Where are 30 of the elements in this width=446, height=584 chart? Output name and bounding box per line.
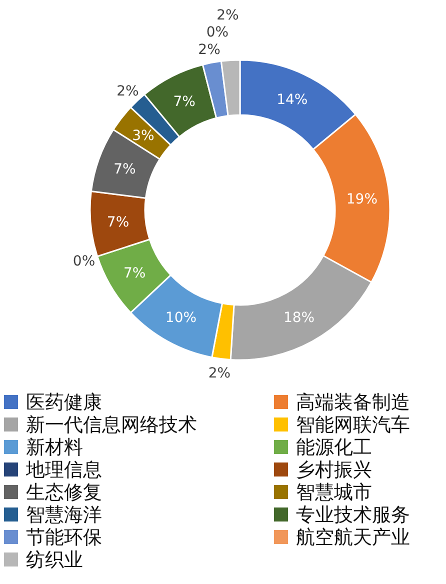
legend-label: 高端装备制造	[296, 392, 410, 414]
legend-label: 航空航天产业	[296, 526, 410, 549]
legend-label: 能源化工	[296, 436, 372, 459]
legend-label: 医药健康	[26, 392, 102, 414]
legend-label: 智能网联汽车	[296, 414, 410, 436]
legend-label: 地理信息	[25, 459, 102, 482]
data-label: 18%	[283, 310, 315, 326]
text: 0%	[206, 24, 229, 40]
data-label: 19%	[346, 191, 378, 208]
legend-label: 新一代信息网络技术	[26, 414, 197, 436]
data-label: 14%	[276, 92, 308, 108]
data-label: 2%	[116, 83, 139, 100]
legend-label: 节能环保	[26, 526, 102, 549]
data-label: 3%	[132, 128, 154, 144]
legend-label: 新材料	[26, 436, 83, 459]
legend-label: 纺织业	[26, 549, 83, 572]
legend-label: 乡村振兴	[296, 459, 372, 482]
data-label: 10%	[165, 310, 197, 326]
legend-label: 生态修复	[26, 482, 102, 504]
data-label: 7%	[123, 265, 146, 282]
legend-label: 专业技术服务	[296, 504, 410, 526]
legend-label: 智慧海洋	[26, 504, 102, 526]
data-label: 7%	[114, 161, 136, 178]
text: 0%	[72, 254, 96, 270]
data-label: 7%	[106, 214, 130, 230]
data-label: 2%	[208, 366, 231, 382]
data-label: 2%	[216, 7, 239, 24]
data-label: 2%	[198, 42, 220, 58]
legend-label: 智慧城市	[296, 482, 372, 504]
data-label: 7%	[173, 94, 196, 110]
